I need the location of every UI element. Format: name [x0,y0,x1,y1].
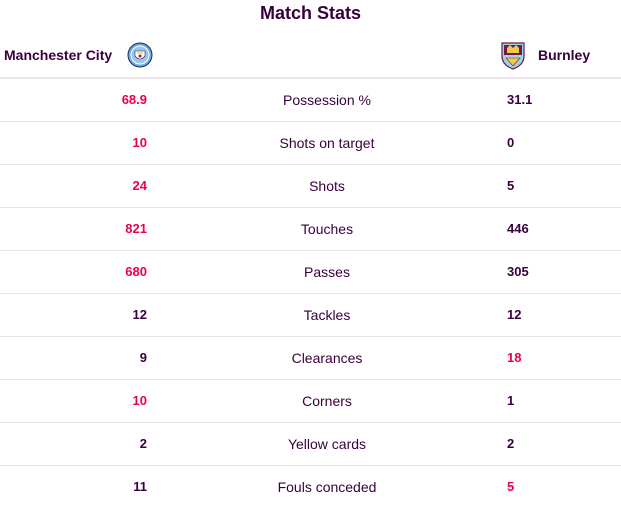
header-divider [0,77,621,79]
home-stat-value: 24 [132,178,147,193]
stat-label: Yellow cards [287,436,367,452]
away-stat-value: 0 [507,135,515,150]
home-stat-value: 68.9 [121,92,147,107]
home-stat-value: 2 [139,436,147,451]
stat-row: 68.9 Possession % 31.1 [0,79,621,122]
stat-label: Passes [304,264,350,280]
away-stat-value: 12 [507,307,522,322]
stat-row: 10 Corners 1 [0,380,621,423]
stat-row: 821 Touches 446 [0,208,621,251]
away-stat-value: 305 [507,264,529,279]
stat-row: 11 Fouls conceded 5 [0,466,621,508]
match-stats-title: Match Stats [259,3,362,23]
home-stat-value: 680 [125,264,147,279]
stat-row: 9 Clearances 18 [0,337,621,380]
stat-row: 680 Passes 305 [0,251,621,294]
stat-row: 24 Shots 5 [0,165,621,208]
home-stat-value: 9 [139,350,147,365]
home-stat-value: 10 [132,393,147,408]
stat-row: 10 Shots on target 0 [0,122,621,165]
away-stat-value: 31.1 [507,92,533,107]
stat-label: Possession % [283,92,371,108]
stats-table: 68.9 Possession % 31.1 10 Shots on target 0 24… [0,79,621,508]
team-header: Manchester City Burnley [0,38,621,74]
stat-label: Corners [302,393,352,409]
stat-label: Shots on target [279,135,375,151]
home-stat-value: 12 [132,307,147,322]
away-stat-value: 5 [507,479,515,494]
home-stat-value: 11 [133,479,147,494]
away-stat-value: 1 [507,393,515,408]
stat-row: 12 Tackles 12 [0,294,621,337]
stat-row: 2 Yellow cards 2 [0,423,621,466]
stat-label: Clearances [291,350,363,366]
burnley-crest-icon[interactable] [500,40,526,70]
away-stat-value: 18 [507,350,522,365]
away-stat-value: 446 [507,221,529,236]
home-team-name[interactable]: Manchester City [4,47,113,63]
home-stat-value: 821 [125,221,147,236]
stat-label: Shots [309,178,345,194]
stat-label: Touches [300,221,354,237]
away-stat-value: 5 [507,178,515,193]
away-team-name[interactable]: Burnley [538,47,591,63]
man-city-crest-icon[interactable] [127,42,153,68]
stat-label: Tackles [303,307,351,323]
stat-label: Fouls conceded [277,479,377,495]
home-stat-value: 10 [132,135,147,150]
away-stat-value: 2 [507,436,515,451]
